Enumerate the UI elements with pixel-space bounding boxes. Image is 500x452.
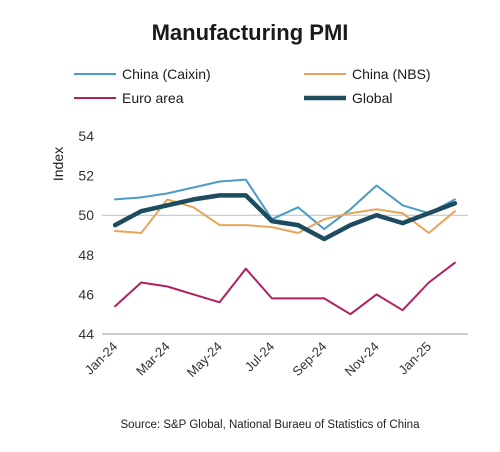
series-euro-area	[115, 263, 455, 315]
legend: China (Caixin) China (NBS) Euro area Global	[74, 66, 431, 106]
x-tick-label: May-24	[184, 339, 225, 380]
y-tick-label-52: 52	[78, 168, 94, 184]
x-axis: Jan-24 Mar-24 May-24 Jul-24 Sep-24 Nov-24 Jan-…	[82, 334, 468, 380]
x-tick-label: Nov-24	[342, 339, 382, 379]
legend-label-global: Global	[352, 90, 392, 106]
legend-item-euro-area: Euro area	[74, 90, 184, 106]
x-tick-label: Jan-25	[395, 339, 434, 378]
x-tick-label: Jul-24	[242, 339, 278, 375]
plot-area: 44 46 48 50 52 54 Jan-24 Mar-24 May-24 Jul-24 Sep…	[78, 128, 468, 380]
x-tick-label: Sep-24	[289, 339, 329, 379]
series-layer	[115, 180, 455, 315]
chart-title: Manufacturing PMI	[152, 20, 349, 45]
y-axis-label: Index	[50, 147, 66, 181]
legend-item-global: Global	[304, 90, 392, 106]
y-tick-label-46: 46	[78, 286, 94, 302]
legend-item-china-nbs: China (NBS)	[304, 66, 431, 82]
y-tick-label-54: 54	[78, 128, 94, 144]
legend-label-china-nbs: China (NBS)	[352, 66, 431, 82]
legend-label-euro-area: Euro area	[122, 90, 184, 106]
y-tick-label-50: 50	[78, 207, 94, 223]
source-note: Source: S&P Global, National Buraeu of S…	[121, 419, 421, 431]
x-tick-label: Mar-24	[133, 339, 173, 379]
legend-item-china-caixin: China (Caixin)	[74, 66, 211, 82]
x-tick-label: Jan-24	[82, 339, 121, 378]
y-axis: 44 46 48 50 52 54	[78, 128, 468, 342]
y-tick-label-44: 44	[78, 326, 94, 342]
legend-label-china-caixin: China (Caixin)	[122, 66, 211, 82]
series-line-euro-area	[115, 263, 455, 315]
y-tick-label-48: 48	[78, 247, 94, 263]
